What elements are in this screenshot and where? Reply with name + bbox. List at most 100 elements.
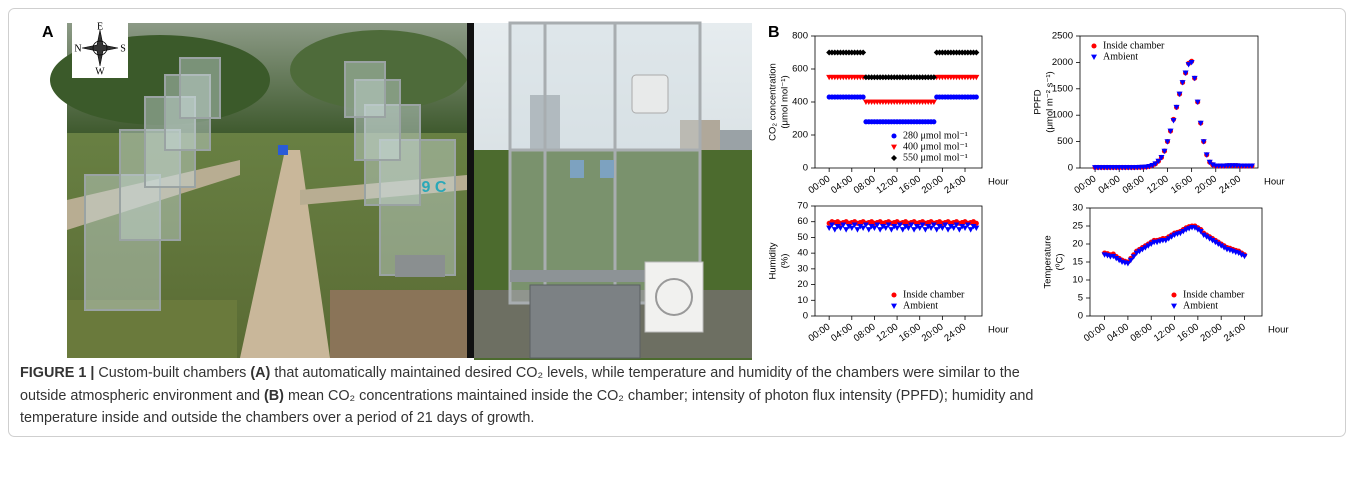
y-tick-label: 600 [792, 64, 808, 75]
x-axis-title: Hour [988, 177, 1009, 188]
photo-divider [467, 23, 474, 358]
x-axis-title: Hour [988, 325, 1009, 336]
y-tick-label: 60 [797, 216, 808, 227]
data-point [861, 95, 866, 100]
photo-right [474, 23, 752, 360]
data-point [973, 226, 979, 231]
y-axis-title: (%) [780, 254, 791, 269]
legend-marker [1171, 292, 1176, 297]
y-tick-label: 200 [792, 130, 808, 141]
data-point [931, 119, 936, 124]
x-tick-label: 04:00 [1097, 174, 1123, 197]
legend-label: 280 μmol mol⁻¹ [903, 130, 968, 141]
y-tick-label: 30 [1072, 203, 1083, 214]
y-tick-label: 500 [1057, 136, 1073, 147]
x-tick-label: 16:00 [897, 322, 923, 345]
y-tick-label: 5 [1078, 293, 1083, 304]
legend-marker [891, 304, 897, 309]
caption-line: outside atmospheric environment and (B) … [20, 385, 1340, 408]
x-tick-label: 00:00 [1082, 322, 1108, 345]
x-tick-label: 12:00 [1152, 322, 1178, 345]
x-tick-label: 12:00 [874, 174, 900, 197]
chamber-sign: 9 C [422, 179, 447, 196]
x-tick-label: 20:00 [920, 174, 946, 197]
x-tick-label: 00:00 [807, 322, 833, 345]
caption-text: mean CO₂ concentrations maintained insid… [284, 388, 1033, 404]
legend-label: 550 μmol mol⁻¹ [903, 152, 968, 163]
legend-marker [891, 292, 896, 297]
y-axis-title: (μmol m⁻² s⁻¹) [1045, 71, 1056, 132]
y-tick-label: 2500 [1052, 31, 1073, 42]
y-tick-label: 0 [803, 163, 808, 174]
x-tick-label: 20:00 [1199, 322, 1225, 345]
x-tick-label: 16:00 [897, 174, 923, 197]
y-axis-title: Humidity [768, 242, 779, 279]
legend-label: Inside chamber [1103, 40, 1165, 51]
y-axis-title: Temperature [1043, 235, 1054, 288]
y-tick-label: 800 [792, 31, 808, 42]
compass-east: E [97, 21, 103, 32]
caption-text: that automatically maintained desired CO… [270, 365, 1019, 381]
x-tick-label: 00:00 [1072, 174, 1098, 197]
y-tick-label: 25 [1072, 221, 1083, 232]
figure: 9 C E W N S A B 020040060080000:0004:000… [0, 0, 1355, 484]
panel-label: A [42, 24, 54, 41]
y-axis-title: (μmol mol⁻¹) [780, 75, 791, 128]
y-axis-title: CO₂ concentration [768, 63, 779, 141]
x-axis-title: Hour [1268, 325, 1289, 336]
legend-marker [891, 145, 897, 150]
y-tick-label: 0 [803, 311, 808, 322]
caption: FIGURE 1 | Custom-built chambers (A) tha… [20, 362, 1340, 430]
compass-north: N [74, 43, 81, 54]
data-point [974, 95, 979, 100]
caption-bold: FIGURE 1 | [20, 365, 98, 381]
y-tick-label: 15 [1072, 257, 1083, 268]
y-tick-label: 30 [797, 263, 808, 274]
legend-label: Inside chamber [903, 289, 965, 300]
y-axis-title: PPFD [1033, 89, 1044, 114]
y-axis-title: (⁰C) [1055, 254, 1066, 271]
y-tick-label: 20 [797, 279, 808, 290]
y-tick-label: 0 [1078, 311, 1083, 322]
compass-west: W [95, 66, 105, 77]
compass-south: S [120, 43, 126, 54]
x-tick-label: 08:00 [852, 322, 878, 345]
caption-line: temperature inside and outside the chamb… [20, 407, 1340, 430]
x-tick-label: 08:00 [1129, 322, 1155, 345]
x-tick-label: 20:00 [1193, 174, 1219, 197]
y-tick-label: 40 [797, 248, 808, 259]
legend-marker [1091, 55, 1097, 60]
x-tick-label: 04:00 [829, 322, 855, 345]
legend-marker [891, 133, 896, 138]
x-tick-label: 12:00 [874, 322, 900, 345]
x-tick-label: 08:00 [852, 174, 878, 197]
legend-label: Inside chamber [1183, 289, 1245, 300]
y-tick-label: 10 [1072, 275, 1083, 286]
caption-line: FIGURE 1 | Custom-built chambers (A) tha… [20, 362, 1340, 385]
y-tick-label: 20 [1072, 239, 1083, 250]
x-tick-label: 04:00 [829, 174, 855, 197]
y-tick-label: 0 [1068, 163, 1073, 174]
x-tick-label: 16:00 [1175, 322, 1201, 345]
x-tick-label: 24:00 [942, 174, 968, 197]
x-tick-label: 04:00 [1105, 322, 1131, 345]
legend-label: 400 μmol mol⁻¹ [903, 141, 968, 152]
x-tick-label: 24:00 [1217, 174, 1243, 197]
legend-marker [891, 155, 897, 161]
legend-marker [1171, 304, 1177, 309]
caption-text: Custom-built chambers [98, 365, 250, 381]
photo-left: 9 C E W N S [50, 21, 470, 358]
caption-bold: (A) [250, 365, 270, 381]
y-tick-label: 50 [797, 232, 808, 243]
legend-label: Ambient [903, 300, 938, 311]
legend-marker [1091, 43, 1096, 48]
caption-text: temperature inside and outside the chamb… [20, 410, 534, 426]
y-tick-label: 10 [797, 295, 808, 306]
x-tick-label: 00:00 [807, 174, 833, 197]
x-tick-label: 12:00 [1145, 174, 1171, 197]
legend-label: Ambient [1103, 51, 1138, 62]
y-tick-label: 2000 [1052, 57, 1073, 68]
x-tick-label: 16:00 [1169, 174, 1195, 197]
y-tick-label: 70 [797, 201, 808, 212]
y-tick-label: 400 [792, 97, 808, 108]
